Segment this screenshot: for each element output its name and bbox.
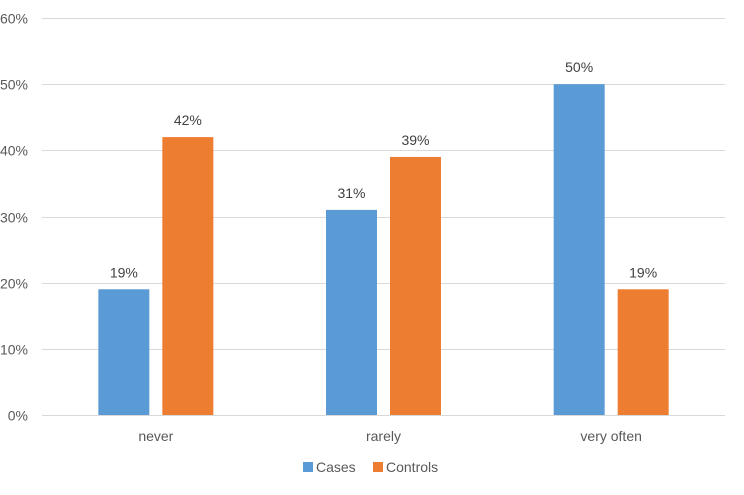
bar-controls-never	[162, 137, 214, 415]
data-label: 19%	[629, 264, 657, 280]
y-axis-ticks: 0% 10% 20% 30% 40% 50% 60%	[0, 11, 28, 424]
gridlines	[42, 18, 725, 416]
y-tick-label: 50%	[0, 77, 28, 93]
y-tick-label: 20%	[0, 276, 28, 292]
legend-label-controls: Controls	[386, 459, 438, 475]
legend-swatch-cases	[303, 462, 313, 472]
data-label: 42%	[174, 112, 202, 128]
bar-controls-very-often	[617, 289, 669, 415]
y-tick-label: 40%	[0, 143, 28, 159]
bar-controls-rarely	[390, 156, 441, 415]
bar-cases-never	[98, 289, 150, 415]
bar-cases-very-often	[553, 84, 605, 416]
data-labels: 19% 42% 31% 39% 50% 19%	[110, 59, 657, 280]
bar-cases-rarely	[326, 209, 377, 415]
y-tick-label: 10%	[0, 342, 28, 358]
data-label: 31%	[337, 185, 365, 201]
y-tick-label: 30%	[0, 210, 28, 226]
x-category-label: never	[138, 428, 173, 444]
y-tick-label: 60%	[0, 11, 28, 27]
x-category-label: very often	[580, 428, 641, 444]
bars	[98, 84, 669, 416]
data-label: 50%	[565, 59, 593, 75]
x-category-label: rarely	[366, 428, 401, 444]
data-label: 39%	[401, 132, 429, 148]
legend: Cases Controls	[303, 459, 438, 475]
data-label: 19%	[110, 264, 138, 280]
y-tick-label: 0%	[8, 408, 28, 424]
legend-swatch-controls	[373, 462, 383, 472]
x-axis-categories: never rarely very often	[138, 428, 642, 444]
legend-label-cases: Cases	[316, 459, 356, 475]
